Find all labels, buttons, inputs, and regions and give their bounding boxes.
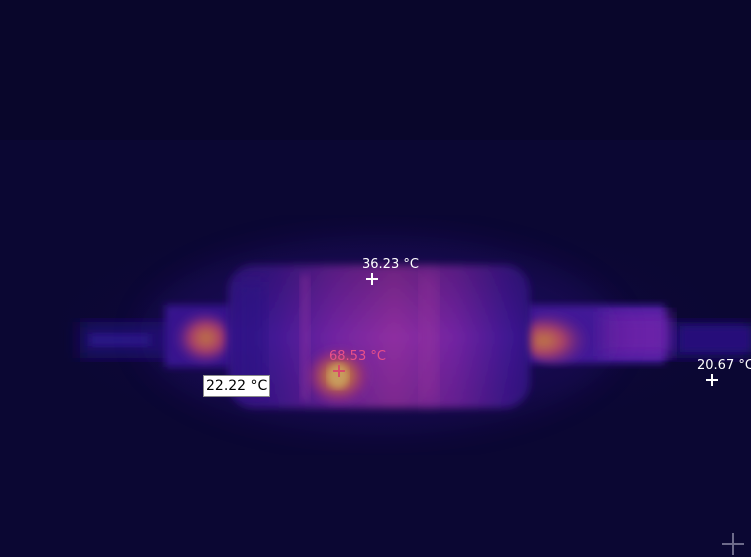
measurement-marker-hot[interactable] [333, 365, 345, 377]
measurement-label-hot: 68.53 °C [329, 349, 386, 364]
measurement-label-top: 36.23 °C [362, 257, 419, 272]
crosshair-icon[interactable] [722, 533, 744, 555]
measurement-marker-right[interactable] [706, 374, 718, 386]
measurement-label-right: 20.67 °C [697, 358, 751, 373]
measurement-marker-top[interactable] [366, 273, 378, 285]
measurement-label-left: 22.22 °C [203, 375, 271, 397]
